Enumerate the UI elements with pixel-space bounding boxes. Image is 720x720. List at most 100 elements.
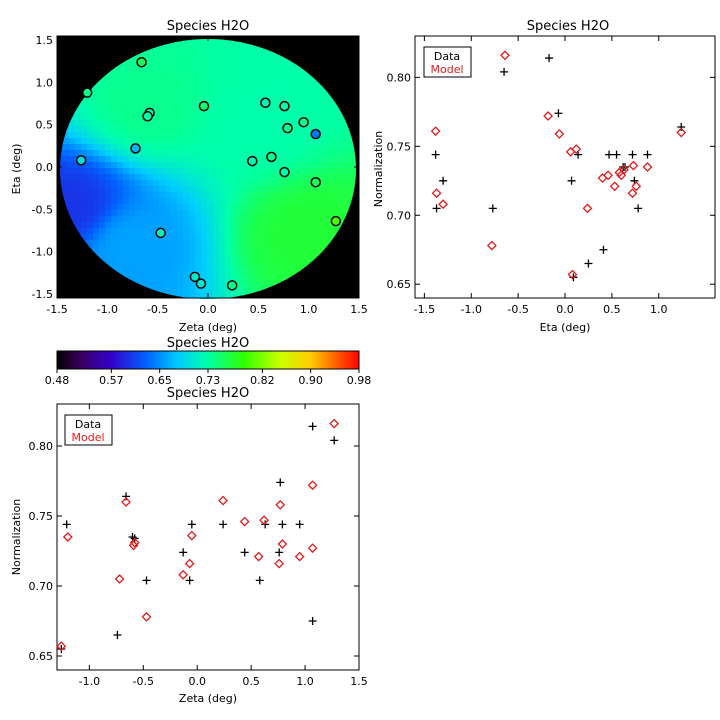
model-field-cell [117,126,124,133]
model-field-cell [165,222,172,229]
model-field-cell [297,156,304,163]
model-field-cell [285,192,292,199]
model-field-cell [153,72,160,79]
model-field-cell [345,144,352,151]
model-field-cell [213,114,220,121]
model-field-cell [333,102,340,109]
model-field-cell [183,72,190,79]
model-field-cell [315,114,322,121]
model-field-cell [177,84,184,91]
model-field-cell [213,48,220,55]
model-field-cell [99,210,106,217]
model-field-cell [219,270,226,277]
model-field-cell [135,150,142,157]
model-field-cell [75,216,82,223]
model-field-cell [129,150,136,157]
model-field-cell [165,240,172,247]
model-field-cell [117,174,124,181]
model-field-cell [213,150,220,157]
model-field-cell [213,132,220,139]
model-field-cell [117,138,124,145]
zeta-title: Species H2O [167,386,249,401]
colorbar-tick-label: 0.82 [250,374,275,387]
model-field-cell [273,192,280,199]
model-field-cell [171,126,178,133]
model-field-cell [333,144,340,151]
model-field-cell [153,270,160,277]
model-field-cell [189,186,196,193]
model-field-cell [303,258,310,265]
model-field-cell [153,66,160,73]
model-field-cell [231,294,238,299]
model-field-cell [237,198,244,205]
model-field-cell [207,96,214,103]
model-field-cell [207,108,214,115]
model-field-cell [267,186,274,193]
model-field-cell [315,216,322,223]
model-point [253,551,264,562]
model-field-cell [147,210,154,217]
model-field-cell [309,240,316,247]
model-field-cell [99,150,106,157]
model-point [141,611,152,622]
model-field-cell [123,60,130,67]
model-field-cell [237,48,244,55]
model-field-cell [147,252,154,259]
model-field-cell [117,222,124,229]
model-field-cell [345,156,352,163]
model-field-cell [273,78,280,85]
model-field-cell [201,39,208,43]
model-field-cell [321,210,328,217]
model-field-cell [333,120,340,127]
model-field-cell [75,192,82,199]
model-field-cell [321,132,328,139]
model-field-cell [177,210,184,217]
model-field-cell [75,150,82,157]
model-field-cell [213,228,220,235]
model-field-cell [315,204,322,211]
model-field-cell [231,198,238,205]
model-field-cell [69,186,76,193]
model-field-cell [285,60,292,67]
model-field-cell [267,270,274,277]
station-marker [279,166,290,178]
model-field-cell [141,276,148,283]
model-field-cell [123,150,130,157]
y-tick-label: 0.70 [387,209,412,222]
model-field-cell [225,210,232,217]
model-field-cell [147,138,154,145]
model-field-cell [243,54,250,61]
model-field-cell [189,168,196,175]
model-field-cell [123,174,130,181]
model-field-cell [207,60,214,67]
model-field-cell [135,162,142,169]
model-field-cell [183,258,190,265]
model-field-cell [225,252,232,259]
model-point [259,515,270,526]
model-field-cell [219,288,226,295]
model-field-cell [195,132,202,139]
model-field-cell [243,234,250,241]
y-tick-label: 0.75 [29,510,54,523]
model-field-cell [189,282,196,289]
model-field-cell [111,222,118,229]
eta-frame [414,35,716,299]
model-field-cell [237,96,244,103]
model-field-cell [261,66,268,73]
model-field-cell [171,138,178,145]
model-field-cell [147,72,154,79]
model-field-cell [267,126,274,133]
model-field-cell [267,258,274,265]
model-field-cell [303,132,310,139]
model-field-cell [75,222,82,229]
model-field-cell [255,288,262,295]
model-field-cell [273,198,280,205]
model-field-cell [339,204,346,211]
model-field-cell [285,108,292,115]
model-field-cell [327,222,334,229]
data-point [62,520,71,529]
model-field-cell [237,264,244,271]
model-field-cell [207,234,214,241]
model-field-cell [279,120,286,127]
model-field-cell [105,150,112,157]
